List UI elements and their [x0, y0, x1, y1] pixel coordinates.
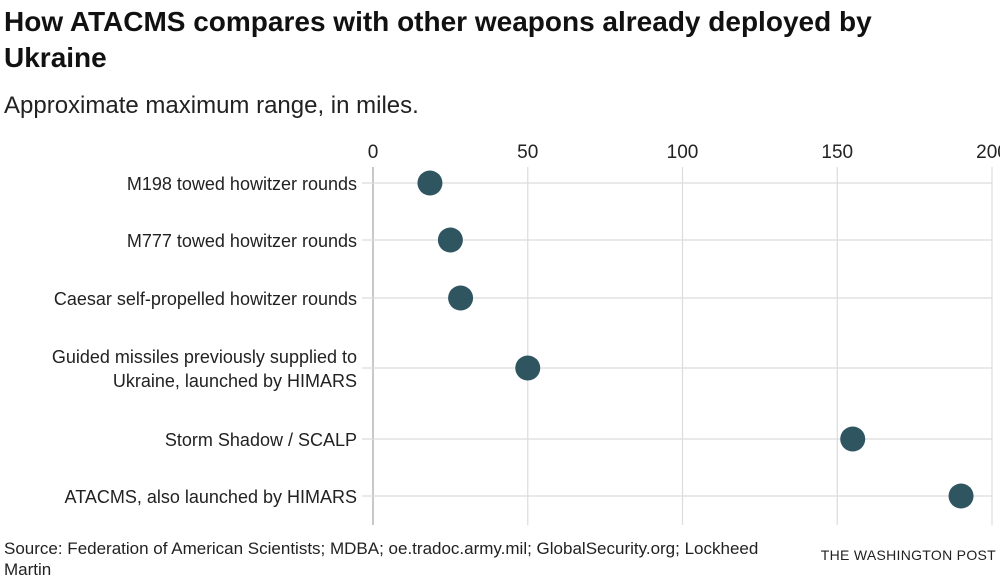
- x-tick-label: 50: [517, 142, 538, 163]
- category-label: Guided missiles previously supplied to: [52, 347, 357, 367]
- category-label: Ukraine, launched by HIMARS: [113, 371, 357, 391]
- data-point: [417, 170, 443, 196]
- category-label: M777 towed howitzer rounds: [127, 231, 357, 251]
- source-note: Source: Federation of American Scientist…: [4, 539, 759, 579]
- category-label: Storm Shadow / SCALP: [165, 430, 357, 450]
- data-point: [948, 483, 974, 509]
- x-tick-label: 0: [368, 142, 379, 163]
- publisher-credit: THE WASHINGTON POST: [820, 547, 996, 563]
- x-tick-label: 150: [821, 142, 853, 163]
- category-label: Caesar self-propelled howitzer rounds: [54, 289, 357, 309]
- data-point: [515, 355, 541, 381]
- data-point: [840, 426, 866, 452]
- x-tick-label: 200: [976, 142, 1000, 163]
- category-label: ATACMS, also launched by HIMARS: [65, 487, 357, 507]
- category-label: M198 towed howitzer rounds: [127, 174, 357, 194]
- x-tick-label: 100: [667, 142, 699, 163]
- chart-title: How ATACMS compares with other weapons a…: [4, 6, 872, 73]
- data-point: [448, 285, 474, 311]
- chart-subtitle: Approximate maximum range, in miles.: [4, 92, 419, 119]
- data-point: [437, 227, 463, 253]
